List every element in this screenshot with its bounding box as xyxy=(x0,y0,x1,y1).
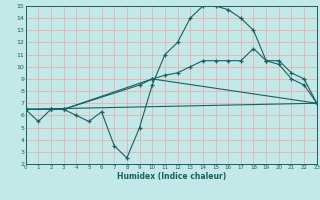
X-axis label: Humidex (Indice chaleur): Humidex (Indice chaleur) xyxy=(116,172,226,181)
